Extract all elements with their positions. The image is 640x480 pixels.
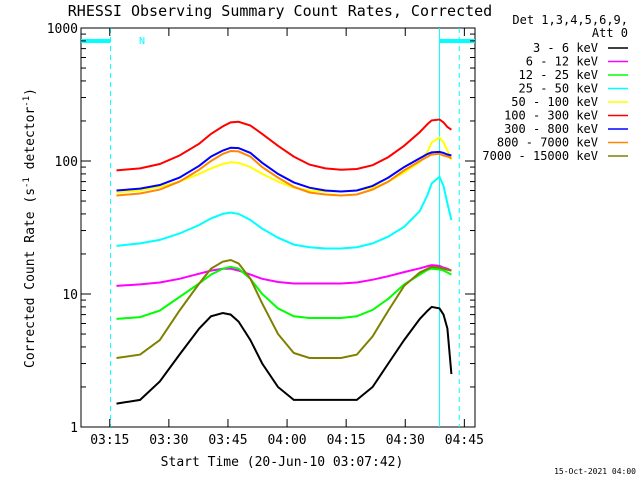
night-bar-1: [439, 39, 475, 43]
x-tick-label-2: 03:45: [208, 433, 247, 448]
y-label-mid: detector: [23, 107, 38, 178]
x-tick-label-0: 03:15: [90, 433, 129, 448]
y-tick-label-0: 1: [70, 421, 78, 436]
legend-header-line-1: Det 1,3,4,5,6,9,: [512, 13, 628, 27]
x-tick-label-6: 04:45: [445, 433, 484, 448]
y-label-main: Corrected Count Rate (s: [23, 188, 38, 368]
legend-label-1: 6 - 12 keV: [526, 55, 598, 69]
series-line-3: [116, 175, 453, 250]
y-axis-label: Corrected Count Rate (s-1 detector-1): [22, 88, 38, 368]
night-bar-0: [81, 39, 111, 43]
legend-label-2: 12 - 25 keV: [519, 68, 598, 82]
y-tick-label-2: 100: [55, 155, 78, 170]
series-line-7: [116, 149, 452, 197]
overlay-markers: [81, 28, 475, 427]
y-label-end: ): [23, 88, 38, 96]
y-label-sup2: -1: [22, 96, 32, 107]
series-line-2: [116, 265, 452, 320]
series-line-5: [116, 118, 452, 172]
legend-label-8: 7000 - 15000 keV: [482, 149, 598, 163]
x-axis-label: Start Time (20-Jun-10 03:07:42): [161, 455, 404, 470]
y-label-sup1: -1: [22, 177, 32, 188]
series-line-0: [116, 305, 453, 405]
chart-title: RHESSI Observing Summary Count Rates, Co…: [68, 2, 492, 20]
annotation-label: N: [139, 36, 145, 47]
y-tick-label-1: 10: [62, 288, 78, 303]
series-layer: [116, 118, 453, 405]
x-tick-label-1: 03:30: [149, 433, 188, 448]
series-line-8: [116, 258, 452, 359]
legend-header-line-2: Att 0: [592, 26, 628, 40]
x-tick-label-4: 04:15: [327, 433, 366, 448]
legend-label-0: 3 - 6 keV: [533, 41, 598, 55]
axis-ticks: 03:15 03:30 03:45 04:00 04:15 04:30 04:45 1 10 10…: [47, 22, 484, 448]
series-line-1: [116, 264, 452, 287]
legend-label-6: 300 - 800 keV: [504, 122, 598, 136]
legend-label-5: 100 - 300 keV: [504, 109, 598, 123]
series-line-6: [116, 146, 452, 193]
y-tick-label-3: 1000: [47, 22, 78, 37]
x-tick-label-3: 04:00: [267, 433, 306, 448]
legend-label-7: 800 - 7000 keV: [497, 136, 598, 150]
footer-date: 15-Oct-2021 04:00: [554, 467, 636, 476]
series-line-4: [116, 136, 453, 194]
x-tick-label-5: 04:30: [386, 433, 425, 448]
legend-label-4: 50 - 100 keV: [511, 95, 598, 109]
legend-label-3: 25 - 50 keV: [519, 82, 598, 96]
plot-frame: [80, 27, 476, 428]
